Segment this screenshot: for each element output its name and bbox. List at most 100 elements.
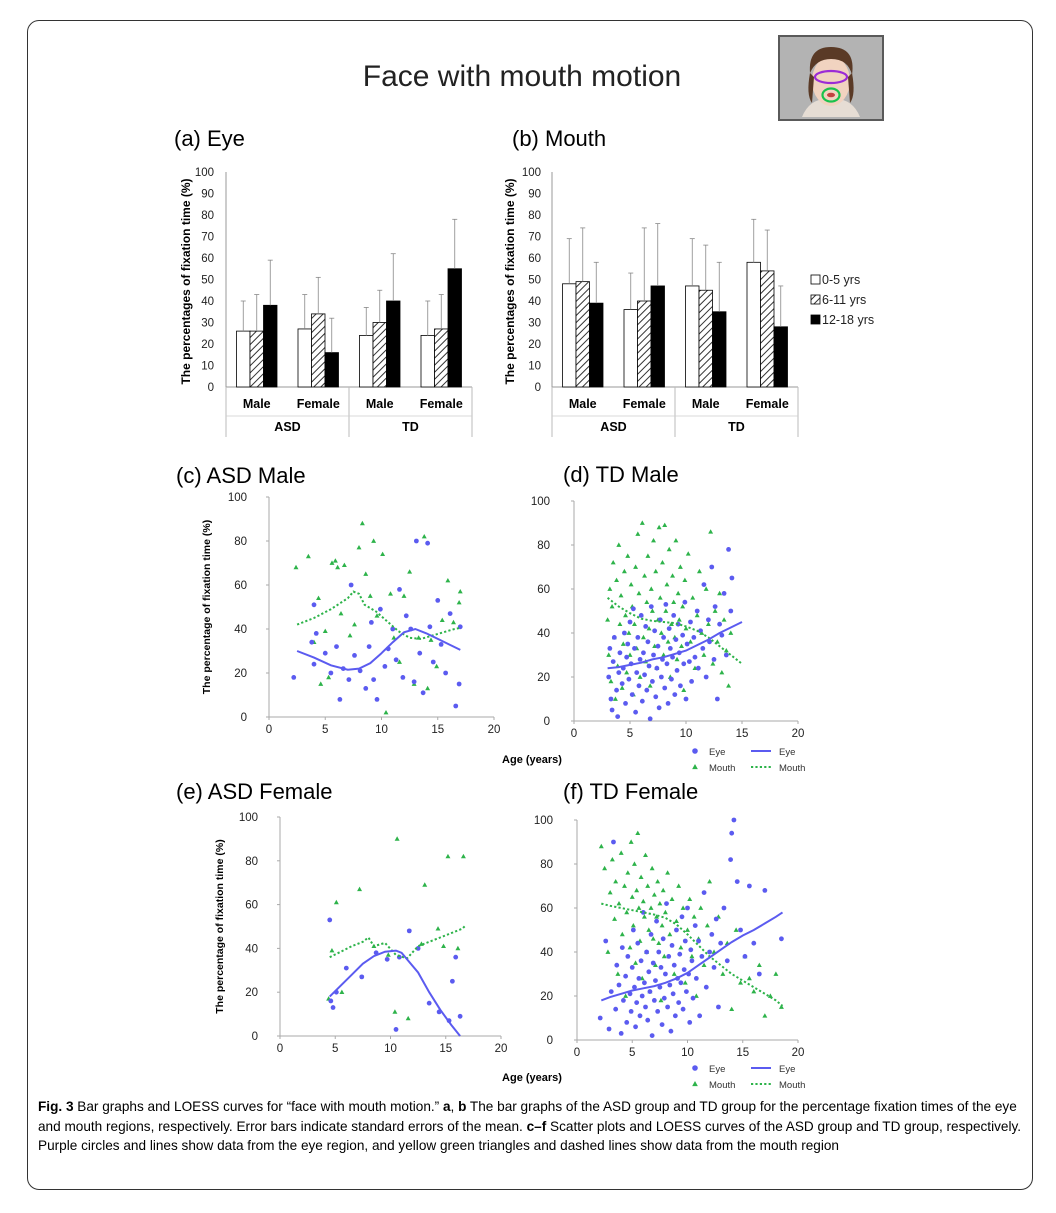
y-tick-label: 70 xyxy=(201,232,214,244)
eye-point xyxy=(681,661,687,667)
mouth-point xyxy=(670,573,676,578)
mouth-point xyxy=(693,993,699,998)
eye-point xyxy=(665,1004,671,1010)
x-tick-label: 20 xyxy=(792,728,805,740)
mouth-point xyxy=(640,634,646,640)
y-tick-label: 70 xyxy=(528,232,541,244)
eye-point xyxy=(608,696,614,702)
x-axis-label: Age (years) xyxy=(502,754,562,766)
mouth-point xyxy=(685,551,691,556)
mouth-point xyxy=(652,962,658,968)
caption-text-1: Bar graphs and LOESS curves for “face wi… xyxy=(73,1099,443,1114)
eye-point xyxy=(403,613,409,619)
x-axis-label: Age (years) xyxy=(502,1072,562,1084)
eye-point xyxy=(633,709,638,715)
eye-point xyxy=(619,681,625,686)
bar-6-11-yrs-female xyxy=(760,270,775,388)
mouth-point xyxy=(363,571,369,576)
mouth-point xyxy=(401,593,407,598)
eye-point xyxy=(645,1017,651,1023)
mouth-point xyxy=(333,899,339,905)
mouth-point xyxy=(619,685,625,690)
mouth-point xyxy=(773,971,779,976)
caption-ref-b: b xyxy=(458,1099,467,1114)
eye-point xyxy=(327,917,333,923)
mouth-point xyxy=(428,637,434,642)
mouth-point xyxy=(659,923,665,928)
y-tick-label: 60 xyxy=(234,580,247,592)
mouth-point xyxy=(634,887,640,893)
bar-12-18-yrs-female xyxy=(773,326,788,388)
mouth-point xyxy=(673,918,679,924)
mouth-point xyxy=(385,952,391,957)
eye-point xyxy=(328,670,334,676)
eye-point xyxy=(721,905,727,911)
scatter-chart-c: (c) ASD Male 0 20 40 60 80 100 0 5 10 15 20 The perc… xyxy=(176,463,500,736)
eye-point xyxy=(648,604,654,609)
eye-point xyxy=(643,1004,648,1010)
y-tick-label: 60 xyxy=(540,903,553,915)
eye-point xyxy=(714,696,720,702)
eye-point xyxy=(646,663,652,669)
mouth-point xyxy=(623,993,629,998)
eye-point xyxy=(661,635,666,640)
y-tick-label: 30 xyxy=(201,318,214,330)
eye-point xyxy=(693,976,699,981)
bar-0-5-yrs-male xyxy=(685,285,700,388)
eye-point xyxy=(632,984,637,990)
mouth-point xyxy=(651,538,656,543)
eye-point xyxy=(679,914,685,920)
mouth-point xyxy=(598,843,604,849)
bar-6-11-yrs-female xyxy=(311,313,326,388)
y-tick-label: 80 xyxy=(201,210,214,222)
mouth-point xyxy=(445,853,451,859)
eye-point xyxy=(614,687,619,693)
y-tick-label: 60 xyxy=(201,253,214,265)
mouth-point xyxy=(627,945,633,950)
eye-point xyxy=(688,947,694,953)
eye-point xyxy=(619,945,625,950)
eye-point xyxy=(689,958,695,964)
y-tick-label: 0 xyxy=(252,1031,258,1043)
y-tick-label: 0 xyxy=(241,712,247,724)
eye-point xyxy=(646,969,652,975)
mouth-point xyxy=(456,600,462,605)
eye-point xyxy=(457,624,463,630)
eye-point xyxy=(653,694,659,700)
eye-point xyxy=(627,991,633,997)
y-tick-label: 40 xyxy=(537,628,550,640)
eye-point xyxy=(630,927,636,933)
eye-point xyxy=(729,575,735,581)
eye-point xyxy=(636,683,642,689)
mouth-point xyxy=(356,545,362,550)
eye-point xyxy=(638,958,644,964)
mouth-point xyxy=(405,1015,411,1021)
mouth-point xyxy=(677,564,683,569)
mouth-point xyxy=(657,595,663,600)
mouth-point xyxy=(305,553,311,559)
eye-point xyxy=(642,672,647,678)
mouth-point xyxy=(673,538,679,543)
mouth-point xyxy=(614,577,620,583)
y-tick-label: 80 xyxy=(245,856,258,868)
eye-point xyxy=(443,670,449,676)
y-tick-label: 20 xyxy=(245,987,258,999)
eye-point xyxy=(729,830,735,836)
eye-point xyxy=(603,938,609,944)
mouth-point xyxy=(710,661,716,666)
mouth-point xyxy=(662,522,668,528)
eye-point xyxy=(322,650,328,656)
mouth-point xyxy=(687,896,693,902)
caption-text-3: Scatter plots and LOESS curves of the AS… xyxy=(38,1118,1022,1154)
eye-point xyxy=(639,698,645,704)
eye-point xyxy=(671,962,677,968)
legend-eye-point-label: Eye xyxy=(709,1064,725,1075)
eye-point xyxy=(384,956,390,962)
mouth-point xyxy=(654,914,660,919)
x-group-label: ASD xyxy=(274,420,300,434)
eye-point xyxy=(697,1013,703,1019)
mouth-point xyxy=(335,564,341,570)
mouth-point xyxy=(681,687,687,693)
mouth-point xyxy=(671,971,677,976)
